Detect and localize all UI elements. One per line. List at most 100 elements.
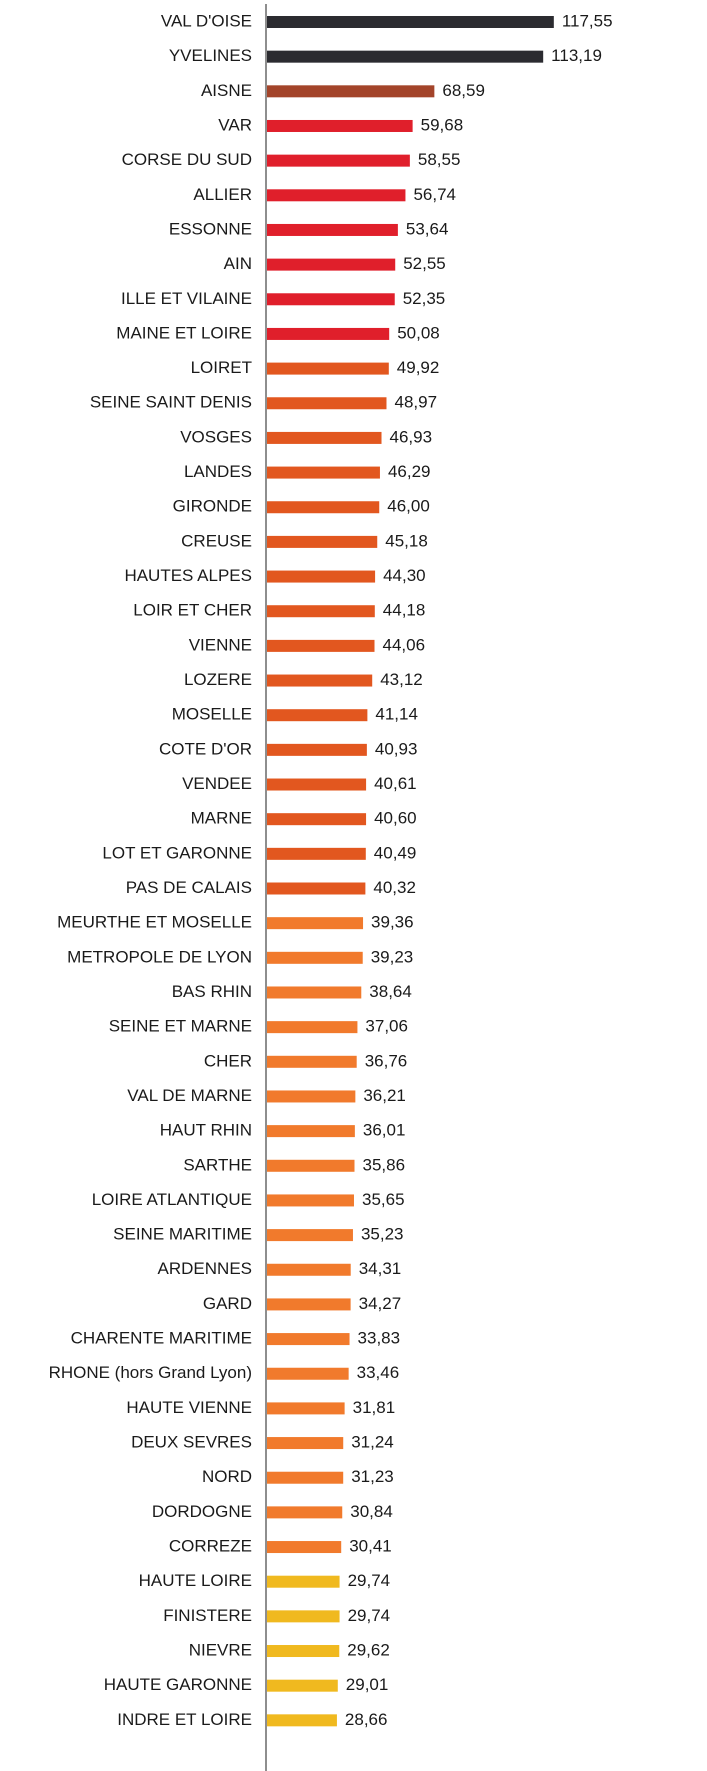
value-label: 36,01 bbox=[363, 1121, 406, 1140]
bar bbox=[267, 639, 375, 652]
category-label: LOIR ET CHER bbox=[133, 601, 252, 620]
value-label: 34,27 bbox=[359, 1294, 402, 1313]
category-label: METROPOLE DE LYON bbox=[67, 947, 252, 966]
bar bbox=[267, 85, 435, 98]
category-label: SEINE MARITIME bbox=[113, 1225, 252, 1244]
value-label: 46,29 bbox=[388, 462, 431, 481]
value-label: 59,68 bbox=[421, 115, 464, 134]
value-label: 28,66 bbox=[345, 1710, 388, 1729]
value-label: 40,93 bbox=[375, 739, 418, 758]
category-label: LOIRE ATLANTIQUE bbox=[92, 1190, 252, 1209]
value-label: 38,64 bbox=[369, 982, 412, 1001]
value-label: 31,81 bbox=[353, 1398, 396, 1417]
value-label: 49,92 bbox=[397, 358, 440, 377]
bar bbox=[267, 778, 367, 791]
value-label: 36,76 bbox=[365, 1051, 408, 1070]
bar bbox=[267, 709, 368, 722]
value-label: 35,23 bbox=[361, 1225, 404, 1244]
value-label: 30,41 bbox=[349, 1537, 392, 1556]
value-label: 46,00 bbox=[387, 497, 430, 516]
bar bbox=[267, 397, 387, 410]
value-label: 48,97 bbox=[394, 393, 437, 412]
bar bbox=[267, 1437, 344, 1450]
bar bbox=[267, 223, 398, 236]
value-label: 43,12 bbox=[380, 670, 423, 689]
category-label: AISNE bbox=[201, 81, 252, 100]
category-label: DEUX SEVRES bbox=[131, 1433, 252, 1452]
category-label: COTE D'OR bbox=[159, 739, 252, 758]
bar bbox=[267, 847, 366, 860]
value-label: 45,18 bbox=[385, 531, 428, 550]
category-label: NIEVRE bbox=[189, 1641, 252, 1660]
value-label: 34,31 bbox=[359, 1259, 402, 1278]
bar bbox=[267, 1229, 353, 1242]
value-label: 29,01 bbox=[346, 1675, 389, 1694]
category-label: ALLIER bbox=[193, 185, 252, 204]
category-label: SEINE ET MARNE bbox=[109, 1017, 252, 1036]
bar bbox=[267, 1645, 340, 1658]
value-label: 33,83 bbox=[358, 1329, 401, 1348]
bar bbox=[267, 1679, 338, 1692]
category-label: CORREZE bbox=[169, 1537, 252, 1556]
bar bbox=[267, 605, 375, 618]
bar bbox=[267, 1506, 343, 1519]
category-label: VOSGES bbox=[180, 427, 252, 446]
category-label: VAL D'OISE bbox=[161, 11, 252, 30]
category-label: SARTHE bbox=[183, 1155, 252, 1174]
bar bbox=[267, 917, 364, 930]
bar bbox=[267, 1021, 358, 1034]
category-label: VAR bbox=[218, 115, 252, 134]
value-label: 40,61 bbox=[374, 774, 417, 793]
bar bbox=[267, 327, 390, 340]
bar bbox=[267, 1090, 356, 1103]
category-label: CORSE DU SUD bbox=[122, 150, 252, 169]
category-label: MOSELLE bbox=[172, 705, 252, 724]
bar bbox=[267, 570, 376, 583]
bar bbox=[267, 466, 380, 479]
category-label: BAS RHIN bbox=[172, 982, 252, 1001]
bar bbox=[267, 1055, 357, 1068]
category-label: SEINE SAINT DENIS bbox=[90, 393, 252, 412]
value-label: 41,14 bbox=[375, 705, 418, 724]
bar bbox=[267, 1125, 355, 1138]
value-label: 31,23 bbox=[351, 1467, 394, 1486]
bar bbox=[267, 1194, 354, 1207]
bar bbox=[267, 674, 373, 687]
bar bbox=[267, 882, 366, 895]
category-label: NORD bbox=[202, 1467, 252, 1486]
category-label: LANDES bbox=[184, 462, 252, 481]
category-label: MARNE bbox=[191, 809, 252, 828]
category-label: CHER bbox=[204, 1051, 252, 1070]
value-label: 40,32 bbox=[373, 878, 416, 897]
bar bbox=[267, 813, 367, 826]
bar bbox=[267, 535, 378, 548]
value-label: 68,59 bbox=[442, 81, 485, 100]
value-label: 35,65 bbox=[362, 1190, 405, 1209]
bar bbox=[267, 119, 413, 132]
bar bbox=[267, 431, 382, 444]
bar bbox=[267, 154, 410, 167]
category-label: AIN bbox=[224, 254, 252, 273]
value-label: 40,49 bbox=[374, 843, 417, 862]
category-label: HAUTE LOIRE bbox=[139, 1571, 252, 1590]
bar bbox=[267, 1471, 344, 1484]
bar bbox=[267, 1610, 340, 1623]
category-label: YVELINES bbox=[169, 46, 252, 65]
value-label: 117,55 bbox=[562, 11, 613, 30]
category-label: GIRONDE bbox=[173, 497, 252, 516]
bar bbox=[267, 1575, 340, 1588]
category-label: LOZERE bbox=[184, 670, 252, 689]
value-label: 35,86 bbox=[362, 1155, 405, 1174]
category-label: ARDENNES bbox=[158, 1259, 252, 1278]
bar bbox=[267, 1263, 351, 1276]
bar bbox=[267, 1159, 355, 1172]
value-label: 44,30 bbox=[383, 566, 426, 585]
category-label: HAUTE VIENNE bbox=[126, 1398, 252, 1417]
value-label: 58,55 bbox=[418, 150, 461, 169]
value-label: 36,21 bbox=[363, 1086, 406, 1105]
category-label: CREUSE bbox=[181, 531, 252, 550]
category-label: VIENNE bbox=[189, 635, 252, 654]
bar bbox=[267, 50, 544, 63]
value-label: 53,64 bbox=[406, 219, 449, 238]
bar bbox=[267, 501, 380, 514]
